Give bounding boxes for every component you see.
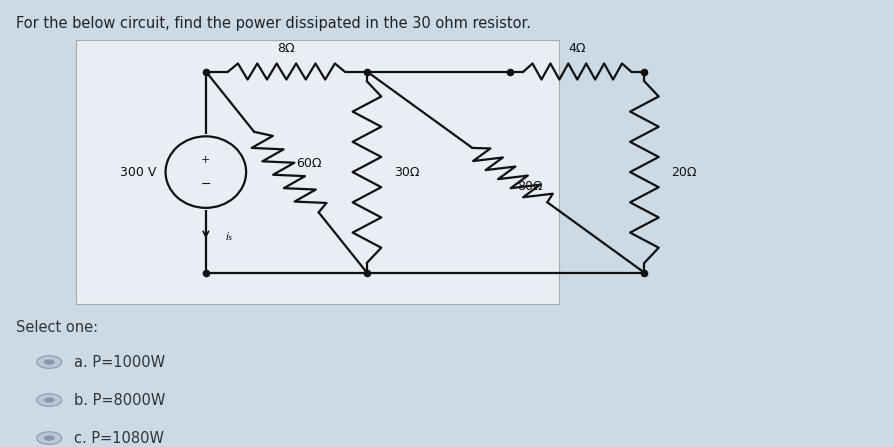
Circle shape bbox=[37, 356, 62, 368]
Text: b. P=8000W: b. P=8000W bbox=[74, 392, 165, 408]
Circle shape bbox=[44, 359, 55, 365]
Circle shape bbox=[37, 394, 62, 406]
Text: 4Ω: 4Ω bbox=[568, 42, 586, 55]
Text: c. P=1080W: c. P=1080W bbox=[74, 430, 164, 446]
Text: +: + bbox=[201, 155, 210, 164]
Text: a. P=1000W: a. P=1000W bbox=[74, 354, 165, 370]
Text: iₛ: iₛ bbox=[225, 232, 232, 242]
Text: For the below circuit, find the power dissipated in the 30 ohm resistor.: For the below circuit, find the power di… bbox=[16, 16, 530, 31]
Text: 20Ω: 20Ω bbox=[670, 165, 696, 179]
Text: 30Ω: 30Ω bbox=[393, 165, 418, 179]
Text: 60Ω: 60Ω bbox=[296, 156, 321, 170]
Circle shape bbox=[37, 432, 62, 444]
Text: 80Ω: 80Ω bbox=[516, 180, 542, 193]
Text: Select one:: Select one: bbox=[16, 320, 98, 335]
Text: 300 V: 300 V bbox=[120, 165, 156, 179]
Text: 8Ω: 8Ω bbox=[277, 42, 295, 55]
Circle shape bbox=[44, 397, 55, 403]
Text: −: − bbox=[200, 178, 211, 191]
FancyBboxPatch shape bbox=[76, 40, 559, 304]
Circle shape bbox=[44, 435, 55, 441]
